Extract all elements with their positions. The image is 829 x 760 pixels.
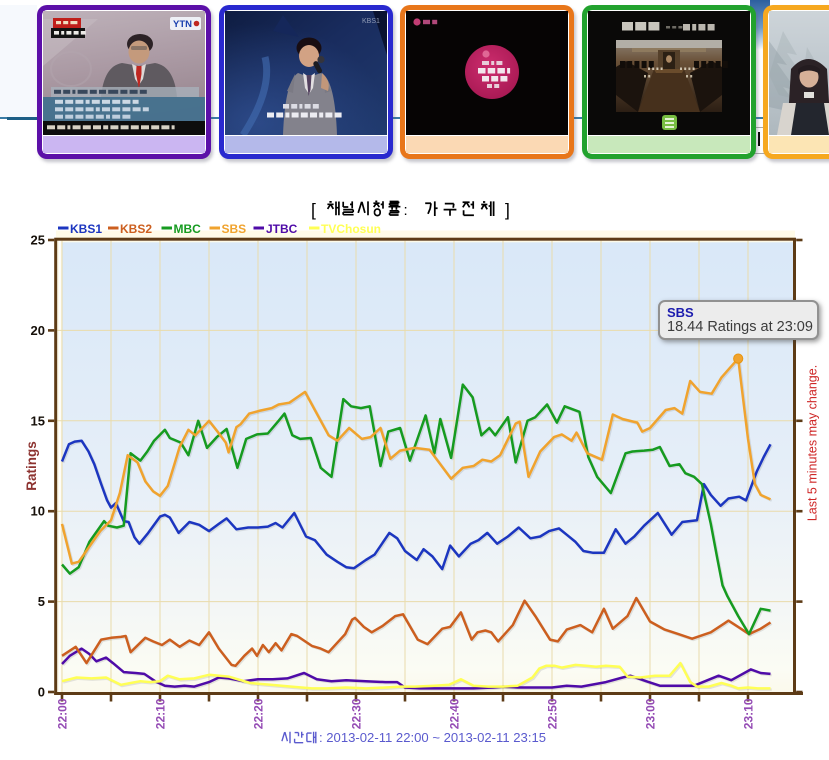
svg-text:TVChosun: TVChosun — [321, 222, 381, 236]
svg-text:22:50: 22:50 — [546, 698, 560, 729]
svg-text:YTN: YTN — [173, 19, 192, 30]
svg-text:22:10: 22:10 — [154, 698, 168, 729]
svg-text:]: ] — [505, 200, 510, 220]
svg-text:KBS2: KBS2 — [120, 222, 152, 236]
svg-text:[: [ — [311, 200, 316, 220]
svg-text:23:00: 23:00 — [644, 698, 658, 729]
svg-text:5: 5 — [38, 594, 45, 609]
svg-text:22:00: 22:00 — [56, 698, 70, 729]
svg-text:Ratings: Ratings — [24, 441, 39, 491]
svg-text:20: 20 — [31, 323, 45, 338]
svg-text:22:20: 22:20 — [252, 698, 266, 729]
svg-text:KBS1: KBS1 — [362, 18, 380, 25]
svg-text:: 2013-02-11 22:00 ~ 2013-02-1: : 2013-02-11 22:00 ~ 2013-02-11 23:15 — [319, 730, 546, 745]
svg-text:23:10: 23:10 — [742, 698, 756, 729]
svg-text:10: 10 — [31, 504, 45, 519]
svg-text:KBS1: KBS1 — [70, 222, 102, 236]
svg-text::: : — [404, 202, 408, 219]
svg-text:0: 0 — [38, 685, 45, 700]
svg-text:22:30: 22:30 — [350, 698, 364, 729]
svg-text:15: 15 — [31, 413, 45, 428]
svg-text:25: 25 — [31, 233, 45, 248]
svg-text:Last 5 minutes may change.: Last 5 minutes may change. — [806, 365, 820, 521]
svg-text:22:40: 22:40 — [448, 698, 462, 729]
svg-text:JTBC: JTBC — [266, 222, 298, 236]
svg-text:MBC: MBC — [174, 222, 202, 236]
svg-text:SBS: SBS — [222, 222, 247, 236]
